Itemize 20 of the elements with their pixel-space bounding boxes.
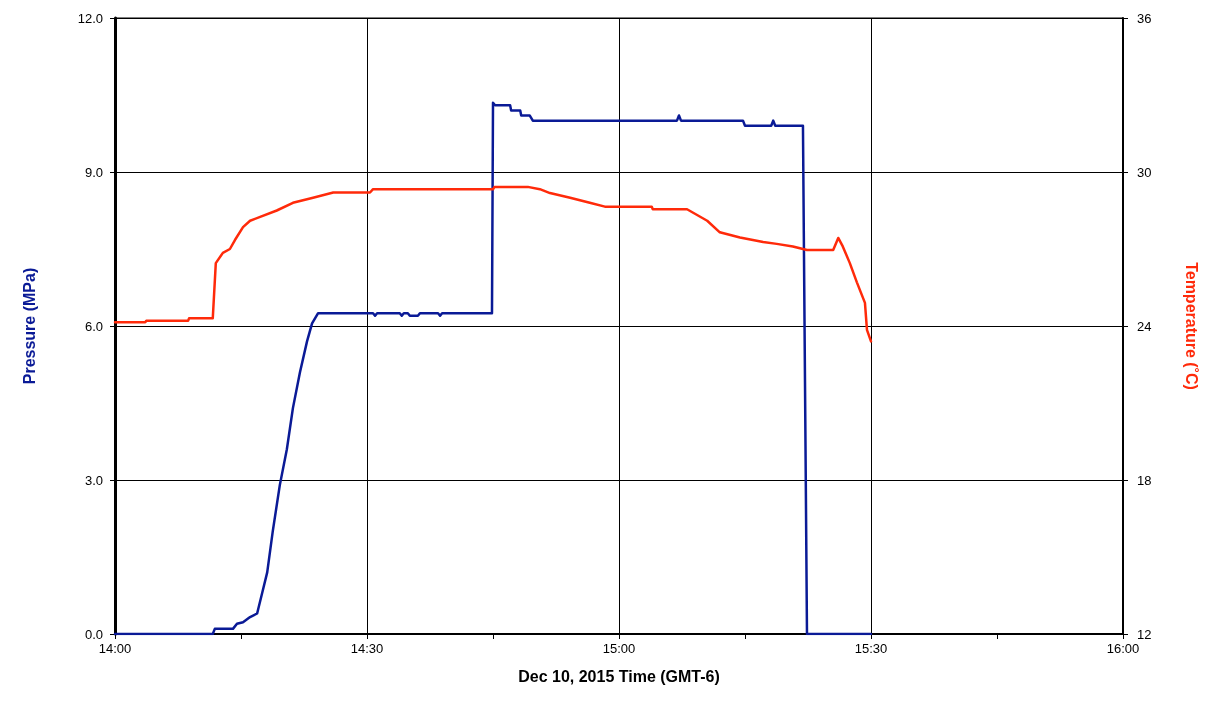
y-tick-label: 3.0 [84,472,103,488]
x-axis-title: Dec 10, 2015 Time (GMT-6) [518,667,720,685]
line-series [113,101,873,636]
x-tick-label: 16:00 [1106,641,1140,656]
y2-tick-label: 24 [1137,318,1152,334]
y2-tick-label: 30 [1137,164,1152,180]
y2-tick-label: 18 [1137,472,1152,488]
y-tick-label: 0.0 [84,626,103,642]
y-tick-label: 12.0 [77,10,103,26]
y2-axis-title: Temperature (˚C) [1182,262,1200,390]
x-tick-label: 15:00 [602,641,636,656]
y-tick-label: 9.0 [84,164,103,180]
y2-tick-label: 12 [1137,626,1152,642]
x-tick-label: 14:00 [98,641,132,656]
x-tick-label: 14:30 [350,641,384,656]
y2-tick-label: 36 [1137,10,1152,26]
y-axis-title: Pressure (MPa) [20,267,38,385]
y-tick-label: 6.0 [84,318,103,334]
line-series [113,185,873,343]
x-tick-label: 15:30 [854,641,888,656]
